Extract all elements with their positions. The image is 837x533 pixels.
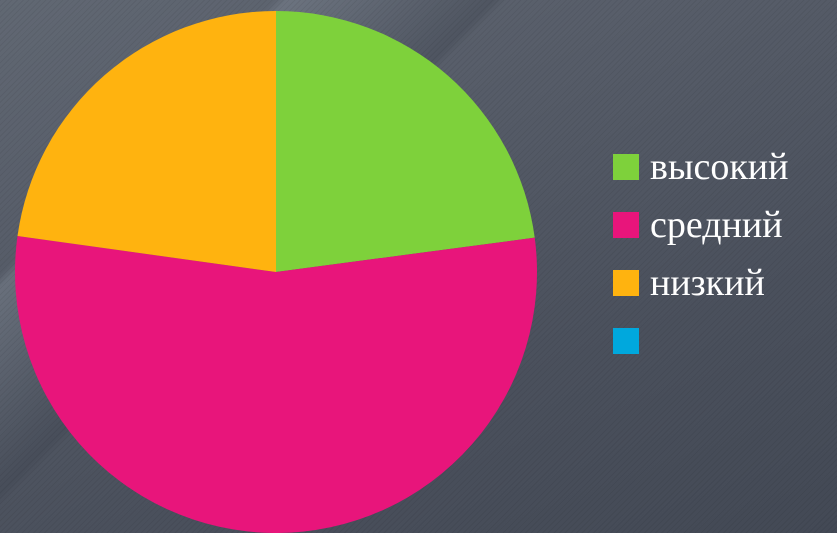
pie-slice-1	[276, 11, 535, 272]
pie-slice-2	[15, 236, 537, 533]
legend-swatch-sredniy	[613, 212, 639, 238]
legend-swatch-empty	[613, 328, 639, 354]
chart-legend: высокий средний низкий	[613, 138, 837, 370]
legend-item-empty	[613, 312, 837, 370]
pie-slices	[15, 11, 537, 533]
legend-item-sredniy: средний	[613, 196, 837, 254]
legend-label-vysokiy: высокий	[650, 146, 789, 188]
legend-label-nizkiy: низкий	[650, 262, 765, 304]
legend-swatch-vysokiy	[613, 154, 639, 180]
legend-item-vysokiy: высокий	[613, 138, 837, 196]
legend-item-nizkiy: низкий	[613, 254, 837, 312]
legend-label-sredniy: средний	[650, 204, 783, 246]
pie-slice-3	[17, 11, 277, 272]
legend-swatch-nizkiy	[613, 270, 639, 296]
